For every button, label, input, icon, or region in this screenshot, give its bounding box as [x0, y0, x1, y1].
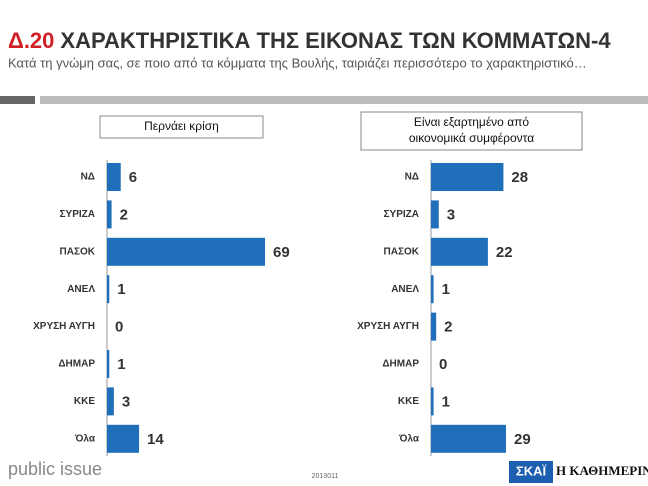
chart-title-box — [360, 111, 583, 151]
value-label: 1 — [442, 393, 450, 410]
category-label: ΧΡΥΣΗ ΑΥΓΗ — [357, 321, 419, 332]
category-label: ΑΝΕΛ — [391, 284, 419, 295]
category-label: ΝΔ — [81, 172, 95, 183]
bar — [431, 200, 439, 229]
bar — [431, 163, 504, 191]
value-label: 2 — [120, 206, 128, 223]
bar — [431, 237, 488, 266]
value-label: 28 — [511, 169, 528, 186]
title: Δ.20 ΧΑΡΑΚΤΗΡΙΣΤΙΚΑ ΤΗΣ ΕΙΚΟΝΑΣ ΤΩΝ ΚΟΜΜΑ… — [8, 28, 611, 53]
value-label: 0 — [115, 319, 123, 336]
value-label: 1 — [117, 356, 125, 373]
bar — [107, 163, 121, 191]
bar — [107, 387, 114, 416]
value-label: 69 — [273, 244, 290, 261]
value-label: 6 — [129, 169, 137, 186]
bar — [107, 275, 110, 304]
value-label: 22 — [496, 244, 513, 261]
chart-title: Περνάει κρίση — [144, 119, 219, 133]
value-label: 0 — [439, 356, 447, 373]
value-label: 3 — [447, 206, 455, 223]
bar — [431, 387, 434, 416]
category-label: ΔΗΜΑΡ — [382, 359, 419, 370]
chart-title: Είναι εξαρτημένο από οικονομικά συμφέροντ… — [409, 115, 534, 145]
logo-kathimerini: Η ΚΑΘΗΜΕΡΙΝΗ — [556, 463, 648, 478]
value-label: 1 — [442, 281, 450, 298]
value-label: 1 — [117, 281, 125, 298]
value-label: 2 — [444, 319, 452, 336]
category-label: ΧΡΥΣΗ ΑΥΓΗ — [33, 321, 95, 332]
category-label: ΚΚΕ — [398, 396, 419, 407]
value-label: 29 — [514, 431, 531, 448]
bar — [431, 424, 506, 453]
category-label: ΠΑΣΟΚ — [60, 246, 96, 257]
logo-box — [509, 461, 553, 483]
value-label: 3 — [122, 393, 130, 410]
category-label: ΣΥΡΙΖΑ — [384, 209, 419, 220]
bar — [431, 312, 437, 341]
report-code: 2013011 — [312, 473, 339, 480]
bar — [107, 237, 265, 266]
category-label: ΔΗΜΑΡ — [58, 359, 95, 370]
category-label: ΝΔ — [405, 172, 419, 183]
bar — [431, 275, 434, 304]
category-label: Όλα — [398, 433, 420, 444]
category-label: ΚΚΕ — [74, 396, 95, 407]
title-code: Δ.20 — [8, 28, 54, 53]
subtitle: Κατά τη γνώμη σας, σε ποιο από τα κόμματ… — [8, 55, 587, 70]
divider-dark — [0, 96, 35, 104]
category-label: Όλα — [74, 433, 96, 444]
chart-title-box — [99, 115, 264, 139]
category-label: ΣΥΡΙΖΑ — [60, 209, 95, 220]
bar — [107, 424, 140, 453]
bar — [107, 200, 112, 229]
value-label: 14 — [147, 431, 164, 448]
category-label: ΠΑΣΟΚ — [384, 246, 420, 257]
brand: public issue — [8, 459, 102, 479]
logo-skai: ΣΚΑΪ — [516, 463, 547, 478]
title-text: ΧΑΡΑΚΤΗΡΙΣΤΙΚΑ ΤΗΣ ΕΙΚΟΝΑΣ ΤΩΝ ΚΟΜΜΑΤΩΝ-… — [60, 28, 611, 53]
bar — [107, 350, 110, 378]
category-label: ΑΝΕΛ — [67, 284, 95, 295]
divider-light — [40, 96, 648, 104]
